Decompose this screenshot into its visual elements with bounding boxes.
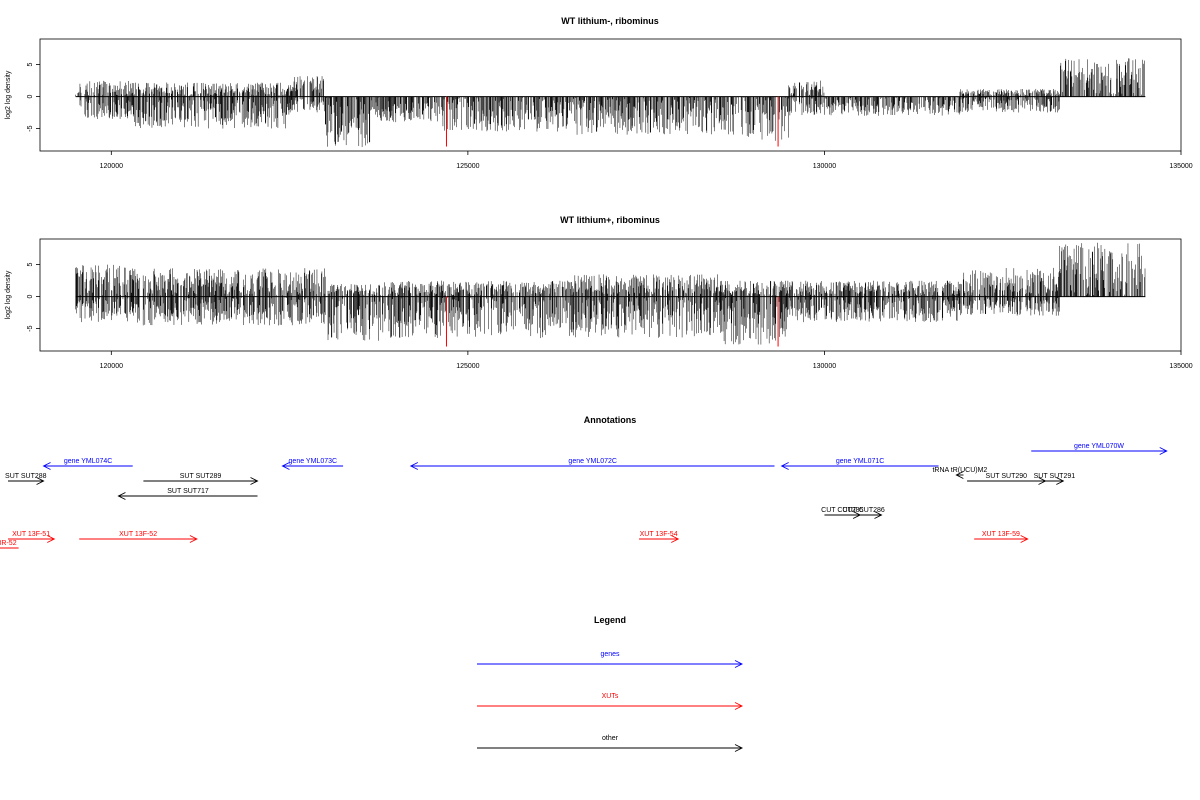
legend-title: Legend <box>594 615 626 625</box>
panel-lithium-plus: WT lithium+, ribominus log2 log density … <box>5 215 1193 370</box>
annotation-arrow-arrowhead <box>117 492 126 500</box>
annotation-arrow-arrowhead <box>671 535 680 543</box>
annotation-feature: tRNA tR(UCU)M2 <box>932 467 987 479</box>
x-tick-label: 125000 <box>456 363 479 370</box>
annotation-label: CUT CUT285 <box>821 507 863 514</box>
panel-1-y-axis: -5 0 5 <box>27 63 40 132</box>
annotation-feature: XUT 13F-59 <box>974 531 1029 543</box>
panel-2-frame <box>39 238 1182 352</box>
y-tick-label: 5 <box>27 263 34 267</box>
annotation-arrow-arrowhead <box>1020 535 1029 543</box>
annotations-title: Annotations <box>584 415 637 425</box>
y-tick-label: -5 <box>27 125 34 131</box>
y-tick-label: 0 <box>27 95 34 99</box>
annotation-label: tRNA tR(UCU)M2 <box>932 467 987 474</box>
annotation-feature: SUT SUT717 <box>117 488 258 500</box>
legend-items: genes XUTs other <box>477 651 744 752</box>
annotation-arrow-arrowhead <box>409 462 419 470</box>
x-tick-label: 130000 <box>813 163 836 170</box>
y-tick-label: 0 <box>27 295 34 299</box>
annotation-label: gene YML070W <box>1074 443 1124 450</box>
annotation-label: SUT SUT289 <box>180 473 222 480</box>
x-tick-label: 125000 <box>456 163 479 170</box>
annotation-label: CUT CUT286 <box>843 507 885 514</box>
annotation-arrow-arrowhead <box>1159 447 1168 455</box>
annotation-arrow-arrowhead <box>42 462 51 470</box>
annotation-features: gene YML074C gene YML073C gene YML072C gene… <box>0 443 1168 549</box>
legend: Legend genes XUTs other <box>477 615 744 752</box>
annotation-feature: SUT SUT288 <box>5 473 47 485</box>
annotation-feature: SUT SUT291 <box>1034 473 1076 485</box>
annotation-arrow-arrowhead <box>1056 477 1065 485</box>
annotation-label: SUT SUT288 <box>5 473 47 480</box>
legend-label: XUTs <box>602 693 619 700</box>
annotation-feature: XUT 13R-52 <box>0 540 19 549</box>
annotation-feature: XUT 13F-54 <box>639 531 680 543</box>
annotation-arrow-arrowhead <box>250 477 259 485</box>
annotations-track: Annotations gene YML074C gene YML073C gene… <box>0 415 1168 549</box>
panel-2-plot <box>75 242 1146 347</box>
y-tick-label: -5 <box>27 325 34 331</box>
y-tick-label: 5 <box>27 63 34 67</box>
annotation-feature: XUT 13F-52 <box>79 531 198 543</box>
annotation-label: gene YML071C <box>836 458 885 465</box>
legend-item: genes <box>477 651 744 668</box>
annotation-feature: gene YML072C <box>409 458 775 470</box>
annotation-label: gene YML073C <box>289 458 338 465</box>
annotation-arrow-arrowhead <box>955 471 964 479</box>
annotation-feature: XUT 13F-51 <box>8 531 56 543</box>
annotation-arrow-arrowhead <box>780 462 789 470</box>
density-bars <box>75 242 1146 345</box>
x-tick-label: 120000 <box>100 163 123 170</box>
panel-1-plot <box>75 58 1146 148</box>
annotation-arrow-arrowhead <box>874 511 883 519</box>
annotation-feature: SUT SUT289 <box>143 473 259 485</box>
x-tick-label: 130000 <box>813 363 836 370</box>
annotation-arrow-arrowhead <box>281 462 290 470</box>
panel-2-ylabel: log2 log density <box>5 270 12 319</box>
annotation-arrow-arrowhead <box>189 535 198 543</box>
annotation-label: XUT 13F-52 <box>119 531 157 538</box>
panel-1-frame <box>39 38 1182 152</box>
legend-arrow-arrowhead <box>734 744 744 752</box>
annotation-label: SUT SUT290 <box>986 473 1028 480</box>
legend-item: XUTs <box>477 693 744 710</box>
legend-arrow-arrowhead <box>734 702 744 710</box>
annotation-label: gene YML072C <box>568 458 617 465</box>
x-tick-label: 135000 <box>1169 363 1192 370</box>
annotation-label: SUT SUT291 <box>1034 473 1076 480</box>
annotation-arrow-arrowhead <box>36 477 45 485</box>
panel-1-x-axis: 120000 125000 130000 135000 <box>100 151 1193 170</box>
annotation-label: XUT 13F-54 <box>640 531 678 538</box>
panel-2-y-axis: -5 0 5 <box>27 263 40 332</box>
panel-2-title: WT lithium+, ribominus <box>560 215 660 225</box>
x-tick-label: 135000 <box>1169 163 1192 170</box>
annotation-feature: gene YML070W <box>1031 443 1168 455</box>
annotation-feature: gene YML071C <box>780 458 939 470</box>
panel-2-x-axis: 120000 125000 130000 135000 <box>100 351 1193 370</box>
legend-arrow-arrowhead <box>734 660 744 668</box>
annotation-feature: gene YML074C <box>42 458 133 470</box>
annotation-label: SUT SUT717 <box>167 488 209 495</box>
annotation-feature: gene YML073C <box>281 458 344 470</box>
panel-lithium-minus: WT lithium-, ribominus log2 log density … <box>5 16 1193 170</box>
annotation-label: XUT 13R-52 <box>0 540 17 547</box>
x-tick-label: 120000 <box>100 363 123 370</box>
annotation-feature: CUT CUT286 <box>843 507 885 519</box>
annotation-label: XUT 13F-59 <box>982 531 1020 538</box>
annotation-arrow-arrowhead <box>47 535 56 543</box>
panel-1-title: WT lithium-, ribominus <box>561 16 659 26</box>
legend-item: other <box>477 735 744 752</box>
legend-label: other <box>602 735 619 742</box>
legend-label: genes <box>600 651 620 658</box>
annotation-label: gene YML074C <box>64 458 113 465</box>
density-bars <box>75 58 1145 148</box>
annotation-label: XUT 13F-51 <box>12 531 50 538</box>
panel-1-ylabel: log2 log density <box>5 70 12 119</box>
